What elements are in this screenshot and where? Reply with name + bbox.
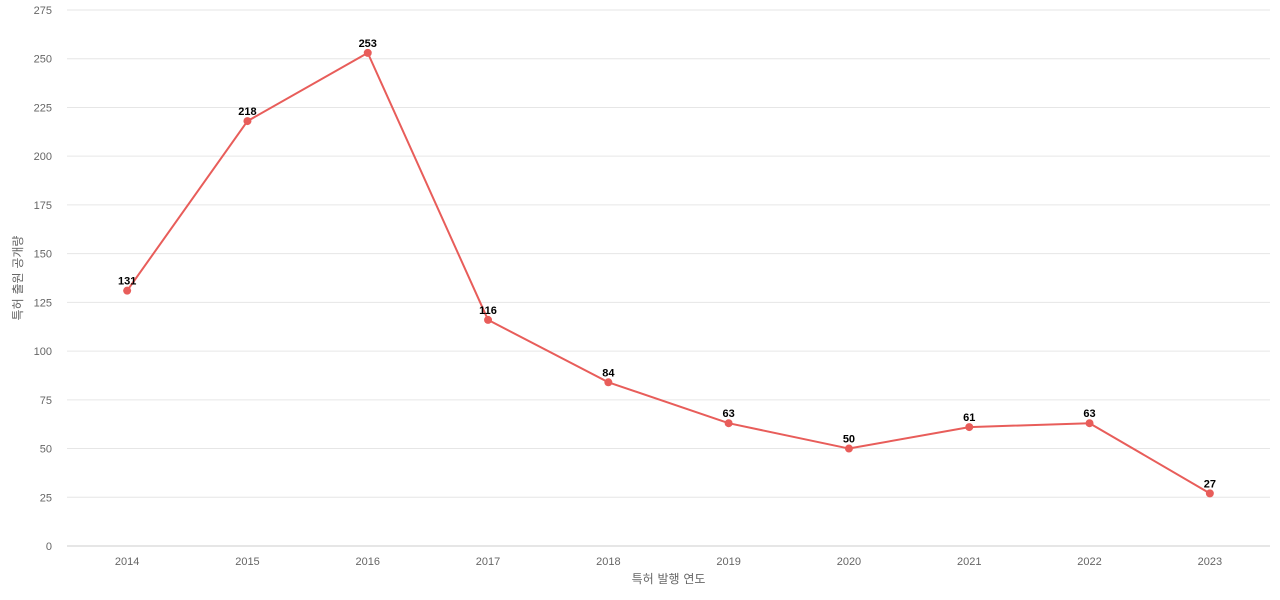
data-labels: 131 218 253 116 84 63 50 61 63 27 (118, 38, 1216, 490)
series-group (123, 48, 1214, 498)
data-point[interactable] (123, 286, 132, 295)
data-label: 50 (843, 434, 855, 446)
data-label: 61 (963, 412, 975, 424)
data-point[interactable] (965, 423, 974, 432)
y-tick-label: 75 (40, 395, 52, 407)
y-tick-label: 100 (34, 346, 52, 358)
y-tick-label: 50 (40, 444, 52, 456)
y-axis-title: 특허 출원 공개량 (11, 236, 25, 321)
y-tick-label: 225 (34, 102, 52, 114)
y-tick-label: 200 (34, 151, 52, 163)
grid-lines (67, 9, 1270, 498)
data-point[interactable] (363, 48, 372, 57)
y-tick-label: 275 (34, 5, 52, 17)
data-label: 27 (1204, 478, 1216, 490)
series-line (126, 51, 1211, 495)
x-tick-label: 2017 (476, 556, 500, 568)
data-label: 84 (602, 367, 615, 379)
data-point[interactable] (1205, 489, 1214, 498)
data-point[interactable] (604, 378, 613, 387)
y-tick-label: 25 (40, 492, 52, 504)
y-tick-label: 0 (46, 541, 52, 553)
x-tick-label: 2020 (837, 556, 861, 568)
data-label: 63 (723, 408, 735, 420)
y-tick-label: 250 (34, 54, 52, 66)
y-tick-label: 175 (34, 200, 52, 212)
data-label: 253 (359, 38, 377, 50)
data-label: 116 (479, 305, 497, 317)
data-point[interactable] (243, 117, 252, 126)
data-point[interactable] (1085, 419, 1094, 428)
x-tick-label: 2019 (716, 556, 740, 568)
data-point[interactable] (844, 444, 853, 453)
x-tick-label: 2014 (115, 556, 139, 568)
data-point[interactable] (724, 419, 733, 428)
x-axis-title: 특허 발행 연도 (632, 571, 706, 586)
y-axis-ticks: 0 25 50 75 100 125 150 175 200 225 250 275 (34, 5, 52, 553)
y-tick-label: 150 (34, 249, 52, 261)
x-tick-label: 2023 (1198, 556, 1222, 568)
x-tick-label: 2018 (596, 556, 620, 568)
y-tick-label: 125 (34, 297, 52, 309)
x-axis-ticks: 2014 2015 2016 2017 2018 2019 2020 2021 2022 2023 (115, 556, 1222, 568)
data-point[interactable] (484, 315, 493, 324)
x-tick-label: 2021 (957, 556, 981, 568)
data-label: 218 (238, 106, 256, 118)
x-tick-label: 2022 (1077, 556, 1101, 568)
data-label: 131 (118, 276, 136, 288)
data-label: 63 (1083, 408, 1095, 420)
x-tick-label: 2015 (235, 556, 259, 568)
x-tick-label: 2016 (356, 556, 380, 568)
